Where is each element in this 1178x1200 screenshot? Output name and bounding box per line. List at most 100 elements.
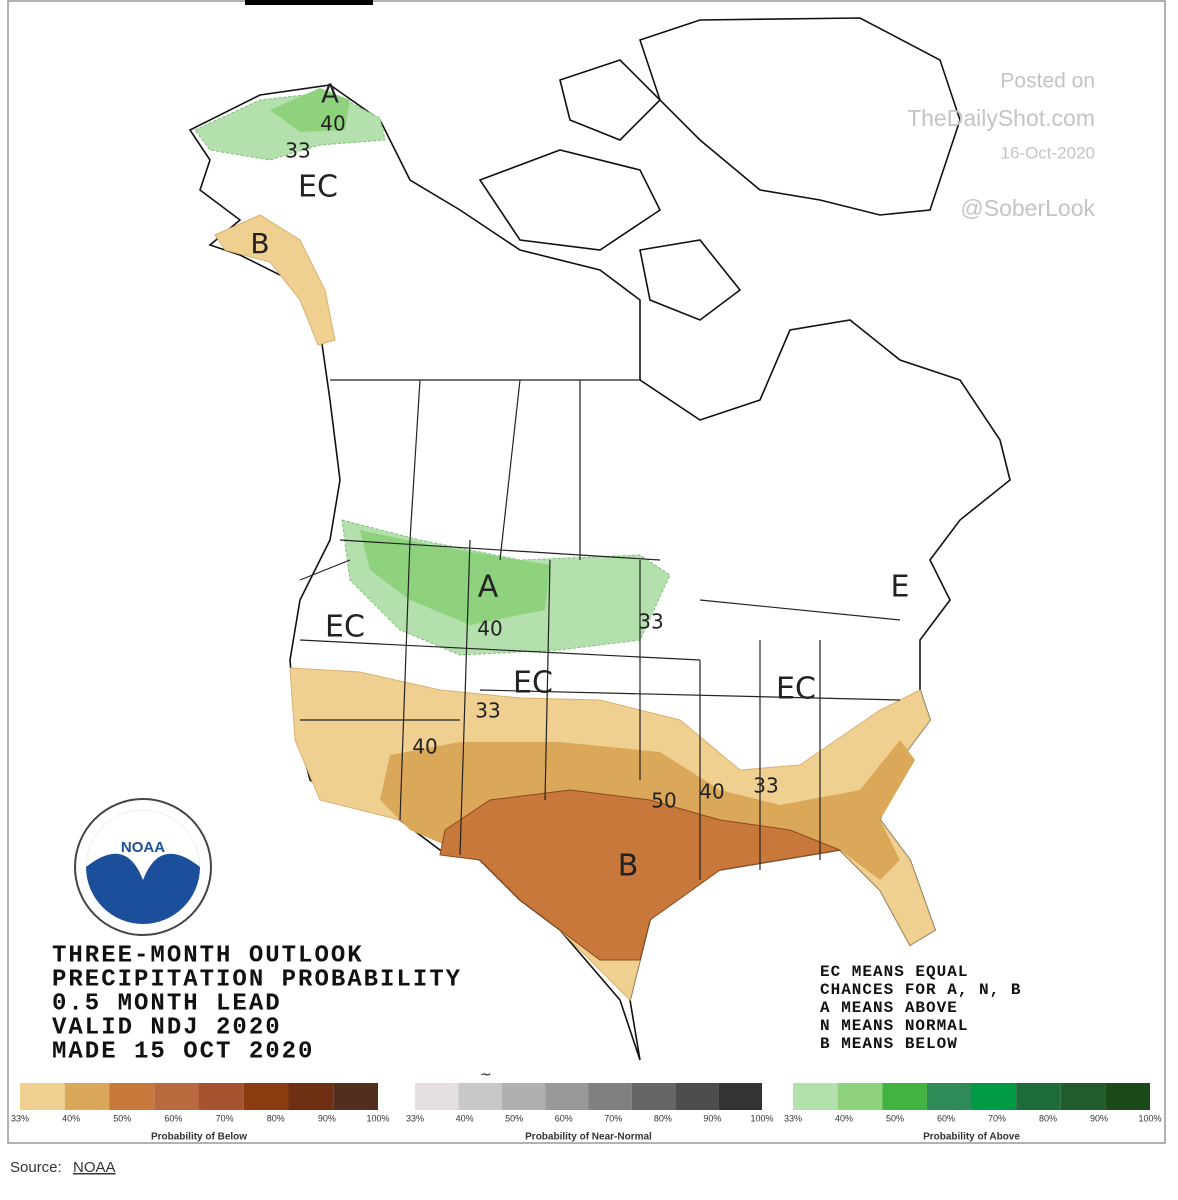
noaa-logo: NOAA xyxy=(74,798,212,936)
logo-text: NOAA xyxy=(121,839,165,856)
scale-tick: 60% xyxy=(555,1113,573,1123)
map-label: EC xyxy=(513,666,553,701)
region-above-40-nw xyxy=(360,530,550,625)
scale-tick: 80% xyxy=(267,1113,285,1123)
scale-tick: 50% xyxy=(113,1113,131,1123)
scale-tick: 70% xyxy=(604,1113,622,1123)
watermark: Posted on TheDailyShot.com 16-Oct-2020 @Sob… xyxy=(907,70,1095,222)
scale-tick: 40% xyxy=(62,1113,80,1123)
color-swatch xyxy=(837,1083,883,1110)
map-label: 40 xyxy=(477,617,502,641)
scale-tick: 90% xyxy=(703,1113,721,1123)
scale-tick: 90% xyxy=(318,1113,336,1123)
color-swatch xyxy=(243,1083,289,1110)
scale-tick: 60% xyxy=(164,1113,182,1123)
scale-tick: 80% xyxy=(1039,1113,1057,1123)
map-label: B xyxy=(618,849,639,884)
color-swatch xyxy=(545,1083,589,1110)
color-swatch xyxy=(501,1083,546,1110)
map-label: EC xyxy=(325,610,365,645)
source-label: Source: xyxy=(10,1159,62,1176)
region-below-33-alaska xyxy=(214,214,336,346)
color-swatch xyxy=(588,1083,632,1110)
watermark-line: 16-Oct-2020 xyxy=(1001,143,1096,162)
scale-tick: 40% xyxy=(456,1113,474,1123)
mexico-mark: ~ xyxy=(480,1067,492,1083)
color-swatch xyxy=(882,1083,927,1110)
color-swatch xyxy=(971,1083,1017,1110)
map: ~ xyxy=(188,17,1011,1083)
scale-tick: 80% xyxy=(654,1113,672,1123)
map-label: 40 xyxy=(699,780,724,804)
outlook-line: 0.5 MONTH LEAD xyxy=(52,990,282,1017)
map-label: 33 xyxy=(285,139,310,163)
note-line: B MEANS BELOW xyxy=(820,1035,958,1053)
map-label: A xyxy=(321,80,339,110)
note-line: A MEANS ABOVE xyxy=(820,999,958,1017)
logo-bird xyxy=(86,810,200,880)
note-line: N MEANS NORMAL xyxy=(820,1017,968,1035)
outlook-line: VALID NDJ 2020 xyxy=(52,1014,282,1041)
outlook-line: PRECIPITATION PROBABILITY xyxy=(52,966,462,993)
scale-tick: 50% xyxy=(505,1113,523,1123)
color-swatch xyxy=(458,1083,502,1110)
color-swatch xyxy=(631,1083,676,1110)
top-bar xyxy=(245,0,373,5)
note-line: CHANCES FOR A, N, B xyxy=(820,981,1021,999)
map-label: A xyxy=(478,570,499,605)
color-swatch xyxy=(64,1083,110,1110)
color-scales: 33% 40% 50% 60% 70% 80% 90% 100% Probability of … xyxy=(11,1083,1162,1143)
watermark-line: TheDailyShot.com xyxy=(907,105,1095,131)
state-lines xyxy=(299,379,901,880)
watermark-line: @SoberLook xyxy=(960,195,1095,221)
color-swatch xyxy=(793,1083,838,1110)
scale-tick: 33% xyxy=(11,1113,29,1123)
map-label: B xyxy=(250,227,269,260)
map-label: EC xyxy=(776,672,816,707)
map-label: EC xyxy=(298,170,338,205)
color-swatch xyxy=(20,1083,65,1110)
map-label: 40 xyxy=(320,112,345,136)
scale-caption: Probability of Below xyxy=(151,1132,247,1143)
scale-tick: 40% xyxy=(835,1113,853,1123)
color-swatch xyxy=(288,1083,334,1110)
color-swatch xyxy=(675,1083,719,1110)
color-swatch xyxy=(154,1083,199,1110)
note-line: EC MEANS EQUAL xyxy=(820,963,968,981)
color-swatch xyxy=(199,1083,244,1110)
map-label: 50 xyxy=(651,789,676,813)
map-label: 40 xyxy=(412,735,437,759)
scale-tick: 90% xyxy=(1090,1113,1108,1123)
scale-tick: 100% xyxy=(750,1113,773,1123)
scale-tick: 100% xyxy=(366,1113,389,1123)
scale-tick: 60% xyxy=(937,1113,955,1123)
scale-tick: 33% xyxy=(784,1113,802,1123)
color-swatch xyxy=(333,1083,378,1110)
outlook-line: THREE-MONTH OUTLOOK xyxy=(52,942,364,969)
scale-tick: 50% xyxy=(886,1113,904,1123)
color-swatch xyxy=(718,1083,762,1110)
greenland xyxy=(638,17,961,216)
color-swatch xyxy=(415,1083,459,1110)
scale-tick: 70% xyxy=(988,1113,1006,1123)
scale-tick: 70% xyxy=(216,1113,234,1123)
map-label: E xyxy=(891,570,910,605)
watermark-line: Posted on xyxy=(1000,70,1095,93)
region-above-40-alaska xyxy=(270,88,350,132)
map-label: 33 xyxy=(638,610,663,634)
source-link[interactable]: NOAA xyxy=(73,1159,116,1176)
color-swatch xyxy=(109,1083,155,1110)
scale-caption: Probability of Near-Normal xyxy=(525,1132,652,1143)
color-swatch xyxy=(1105,1083,1150,1110)
region-below-50-south xyxy=(439,789,842,961)
color-swatch xyxy=(926,1083,972,1110)
outlook-line: MADE 15 OCT 2020 xyxy=(52,1038,314,1065)
map-label: 33 xyxy=(475,699,500,723)
scale-tick: 33% xyxy=(406,1113,424,1123)
color-swatch xyxy=(1060,1083,1106,1110)
color-swatch xyxy=(1016,1083,1061,1110)
